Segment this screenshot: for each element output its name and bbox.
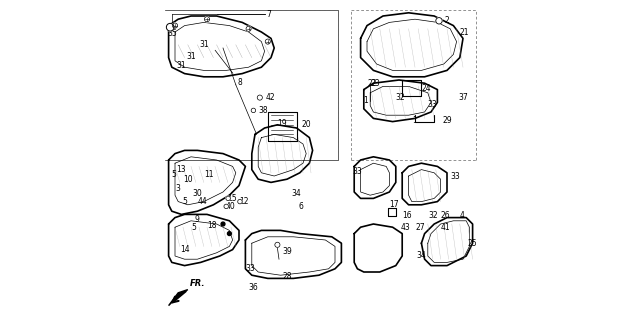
- Text: 7: 7: [266, 10, 271, 19]
- Text: 31: 31: [177, 61, 186, 70]
- Circle shape: [204, 17, 209, 22]
- Text: 12: 12: [239, 197, 249, 206]
- Text: FR.: FR.: [189, 279, 205, 288]
- Polygon shape: [168, 290, 188, 306]
- Text: 28: 28: [282, 272, 292, 281]
- Circle shape: [246, 26, 251, 31]
- Text: 27: 27: [416, 223, 426, 232]
- Text: 8: 8: [215, 50, 242, 87]
- Circle shape: [167, 23, 174, 31]
- Text: 4: 4: [460, 212, 465, 220]
- Text: 19: 19: [278, 119, 287, 128]
- Circle shape: [226, 196, 230, 201]
- Text: 11: 11: [204, 170, 213, 179]
- Circle shape: [238, 199, 242, 204]
- Text: 40: 40: [225, 202, 235, 211]
- Circle shape: [265, 39, 271, 44]
- Text: 9: 9: [195, 215, 200, 224]
- Text: 24: 24: [422, 84, 431, 92]
- Circle shape: [436, 18, 442, 24]
- Text: 5: 5: [192, 223, 197, 232]
- Text: 29: 29: [442, 116, 452, 124]
- Text: 5: 5: [182, 197, 187, 206]
- Text: 23: 23: [370, 79, 380, 88]
- Text: 25: 25: [468, 239, 477, 248]
- Text: 38: 38: [258, 106, 268, 115]
- Text: 2: 2: [445, 16, 450, 25]
- Text: 39: 39: [282, 247, 292, 256]
- Text: 21: 21: [460, 28, 470, 36]
- Text: 37: 37: [458, 93, 468, 102]
- Circle shape: [172, 23, 177, 28]
- Text: 22: 22: [367, 79, 376, 88]
- Circle shape: [275, 242, 280, 247]
- Text: 33: 33: [450, 172, 460, 180]
- Circle shape: [251, 108, 256, 113]
- Text: 17: 17: [389, 200, 399, 209]
- Circle shape: [221, 222, 225, 226]
- Text: 33: 33: [353, 167, 362, 176]
- Text: 32: 32: [396, 93, 405, 102]
- Text: 1: 1: [363, 96, 367, 105]
- Text: 35: 35: [167, 29, 177, 38]
- Text: 6: 6: [299, 202, 304, 211]
- Circle shape: [257, 95, 262, 100]
- Circle shape: [228, 232, 232, 236]
- Text: 41: 41: [441, 223, 450, 232]
- Text: 42: 42: [265, 93, 275, 102]
- Text: 44: 44: [197, 197, 207, 206]
- Text: 10: 10: [183, 175, 193, 184]
- Text: 33: 33: [246, 264, 255, 273]
- Text: 15: 15: [227, 194, 237, 203]
- Circle shape: [224, 204, 228, 209]
- Text: 32: 32: [429, 212, 438, 220]
- Text: 26: 26: [441, 212, 450, 220]
- Text: 3: 3: [175, 184, 181, 193]
- Text: 14: 14: [180, 245, 189, 254]
- Text: 13: 13: [177, 165, 186, 174]
- Text: 33: 33: [427, 100, 438, 108]
- Text: 16: 16: [402, 212, 412, 220]
- Text: 20: 20: [301, 120, 311, 129]
- Text: 5: 5: [171, 170, 176, 179]
- Text: 34: 34: [292, 189, 302, 198]
- Text: 18: 18: [207, 221, 216, 230]
- Text: 36: 36: [249, 284, 258, 292]
- Text: 31: 31: [186, 52, 196, 60]
- Text: 43: 43: [401, 223, 410, 232]
- Text: 30: 30: [193, 189, 202, 198]
- Text: 1: 1: [413, 116, 417, 124]
- Text: 31: 31: [199, 40, 209, 49]
- Text: 34: 34: [417, 252, 426, 260]
